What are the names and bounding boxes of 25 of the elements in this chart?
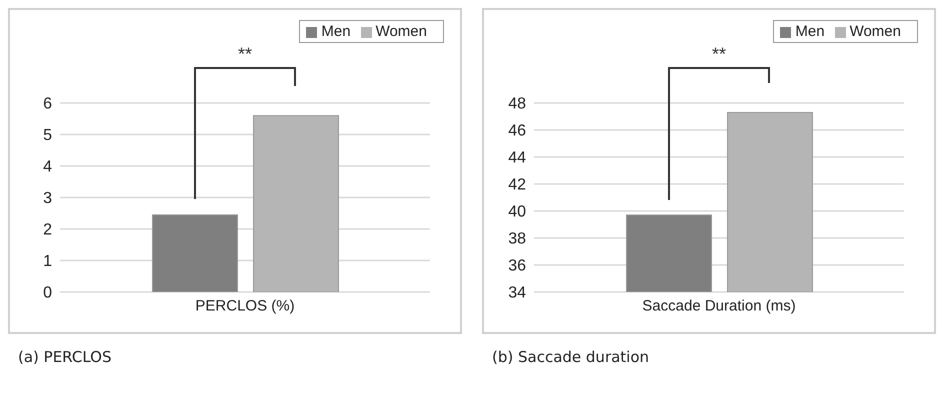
y-tick-label: 1	[43, 253, 52, 270]
y-tick-label: 44	[508, 150, 526, 167]
y-tick-label: 38	[508, 230, 526, 248]
y-tick-label: 48	[508, 96, 526, 113]
y-tick-label: 42	[508, 176, 526, 194]
x-tick-label: PERCLOS (%)	[195, 298, 295, 315]
text: (a) PERCLOS	[18, 348, 112, 366]
legend-label: Women	[850, 23, 901, 40]
y-tick-label: 4	[43, 158, 52, 176]
text: (b) Saccade duration	[492, 348, 650, 366]
legend-label: Men	[795, 23, 825, 40]
y-tick-label: 6	[43, 96, 52, 113]
text: **	[712, 44, 726, 64]
y-tick-label: 3	[43, 190, 52, 208]
x-tick-label: Saccade Duration (ms)	[642, 298, 796, 315]
y-tick-label: 34	[508, 284, 526, 302]
y-tick-label: 46	[508, 122, 526, 140]
y-tick-label: 2	[43, 222, 52, 239]
y-tick-label: 0	[43, 284, 52, 302]
legend-label: Women	[376, 23, 427, 40]
y-tick-label: 5	[43, 127, 52, 144]
text: **	[238, 44, 252, 64]
legend-label: Men	[321, 23, 351, 40]
y-tick-label: 40	[508, 204, 526, 221]
y-tick-label: 36	[508, 258, 526, 275]
